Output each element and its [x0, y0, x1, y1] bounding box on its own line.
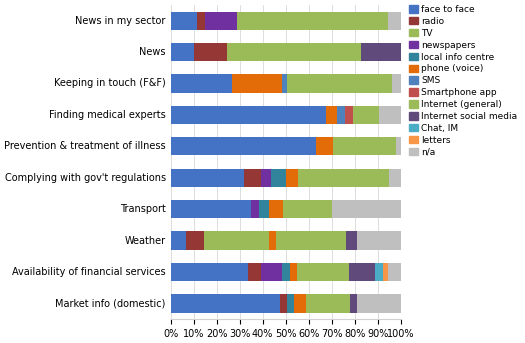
Bar — [205, 12, 237, 30]
Bar — [204, 232, 269, 250]
Bar — [337, 106, 344, 124]
Bar — [171, 200, 251, 218]
Bar — [186, 232, 204, 250]
Bar — [248, 263, 261, 281]
Legend: face to face, radio, TV, newspapers, local info centre, phone (voice), SMS, Smar: face to face, radio, TV, newspapers, loc… — [407, 3, 519, 158]
Bar — [344, 106, 353, 124]
Bar — [294, 294, 306, 312]
Bar — [388, 169, 401, 187]
Bar — [171, 294, 280, 312]
Bar — [171, 232, 186, 250]
Bar — [286, 169, 298, 187]
Bar — [197, 12, 205, 30]
Bar — [282, 263, 290, 281]
Bar — [287, 294, 294, 312]
Bar — [298, 169, 388, 187]
Bar — [171, 263, 248, 281]
Bar — [276, 232, 346, 250]
Bar — [326, 106, 337, 124]
Bar — [259, 200, 269, 218]
Bar — [171, 12, 197, 30]
Bar — [297, 263, 349, 281]
Bar — [287, 74, 393, 93]
Bar — [346, 232, 357, 250]
Bar — [294, 43, 361, 61]
Bar — [316, 137, 333, 155]
Bar — [383, 263, 388, 281]
Bar — [361, 43, 401, 61]
Bar — [171, 74, 232, 93]
Bar — [349, 263, 375, 281]
Bar — [171, 169, 244, 187]
Bar — [284, 200, 332, 218]
Bar — [244, 169, 261, 187]
Bar — [396, 137, 401, 155]
Bar — [280, 294, 287, 312]
Bar — [232, 74, 281, 93]
Bar — [306, 294, 350, 312]
Bar — [387, 12, 401, 30]
Bar — [261, 263, 282, 281]
Bar — [251, 200, 259, 218]
Bar — [393, 74, 401, 93]
Bar — [333, 137, 396, 155]
Bar — [332, 200, 401, 218]
Bar — [171, 106, 326, 124]
Bar — [388, 263, 401, 281]
Bar — [357, 232, 401, 250]
Bar — [227, 43, 294, 61]
Bar — [269, 232, 276, 250]
Bar — [194, 43, 227, 61]
Bar — [171, 43, 194, 61]
Bar — [353, 106, 380, 124]
Bar — [237, 12, 387, 30]
Bar — [281, 74, 287, 93]
Bar — [357, 294, 401, 312]
Bar — [261, 169, 271, 187]
Bar — [380, 106, 401, 124]
Bar — [171, 137, 316, 155]
Bar — [290, 263, 297, 281]
Bar — [375, 263, 383, 281]
Bar — [350, 294, 357, 312]
Bar — [271, 169, 286, 187]
Bar — [269, 200, 284, 218]
